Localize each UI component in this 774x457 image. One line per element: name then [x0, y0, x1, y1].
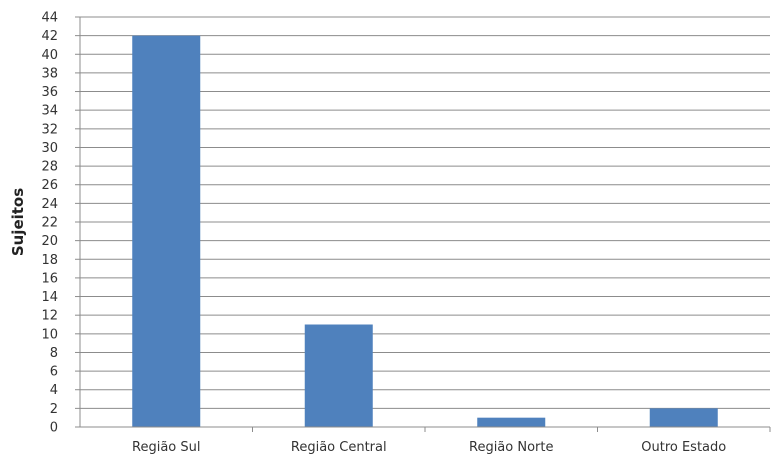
x-category-labels: Região Sul Região Central Região Norte Outr…	[132, 427, 771, 455]
y-axis-label: Sujeitos	[9, 188, 27, 256]
bar-regi-o-norte	[477, 417, 546, 427]
x-category-label: Região Central	[291, 440, 387, 455]
x-category-label: Região Norte	[469, 440, 553, 455]
y-tick-labels: 0246810121416182022242628303234363840424…	[41, 11, 80, 436]
y-tick-label: 42	[41, 29, 58, 44]
y-tick-label: 22	[41, 216, 58, 231]
x-category-label: Região Sul	[132, 440, 200, 455]
y-tick-label: 20	[41, 234, 58, 249]
y-tick-label: 16	[41, 271, 58, 286]
y-tick-label: 24	[41, 197, 58, 212]
y-tick-label: 14	[41, 290, 58, 305]
y-tick-label: 30	[41, 141, 58, 156]
y-tick-label: 8	[50, 346, 58, 361]
y-tick-label: 34	[41, 104, 58, 119]
y-tick-label: 28	[41, 160, 58, 175]
x-category-label: Outro Estado	[641, 440, 726, 455]
y-tick-label: 0	[50, 421, 58, 436]
bar-outro-estado	[649, 408, 718, 427]
y-tick-label: 10	[41, 327, 58, 342]
bar-regi-o-sul	[132, 35, 201, 428]
y-tick-label: 36	[41, 85, 58, 100]
bars	[132, 35, 718, 428]
y-tick-label: 38	[41, 66, 58, 81]
y-tick-label: 12	[41, 309, 58, 324]
bar-regi-o-central	[304, 324, 373, 427]
y-tick-label: 32	[41, 122, 58, 137]
y-tick-label: 44	[41, 11, 58, 26]
y-tick-label: 2	[50, 402, 58, 417]
y-tick-label: 26	[41, 178, 58, 193]
y-tick-label: 40	[41, 48, 58, 63]
y-tick-label: 4	[50, 383, 58, 398]
y-tick-label: 18	[41, 253, 58, 268]
y-tick-label: 6	[50, 365, 58, 380]
